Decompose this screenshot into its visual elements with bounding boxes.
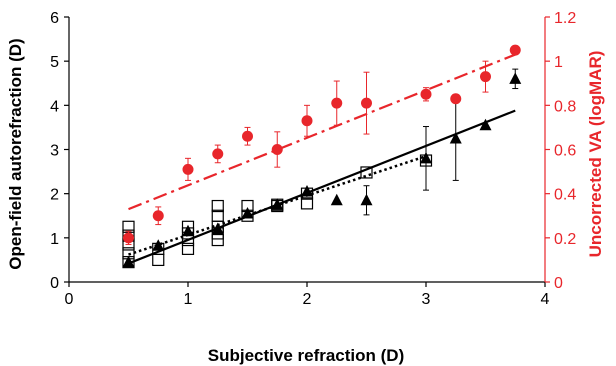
x-tick-label: 1 [184,291,193,308]
triangle-point [360,193,373,206]
circle-point [182,163,194,175]
circle-point [123,232,134,244]
circle-point [361,97,372,109]
x-axis-label: Subjective refraction (D) [208,346,405,365]
triangle-point [479,118,492,131]
square-point [211,199,224,213]
circle-point [152,210,164,222]
y2-tick-label: 1.2 [554,10,576,27]
x-tick-label: 3 [422,291,431,308]
trendline-dash-dot [128,53,516,211]
triangle-point [152,239,165,251]
x-tick-label: 0 [65,291,74,308]
triangle-point [420,151,432,164]
circle-point [509,44,521,56]
y2-tick-label: 0 [554,275,563,292]
y2-tick-label: 0.4 [554,187,576,204]
y2-tick-label: 0.6 [554,143,576,160]
triangle-point [301,184,313,197]
y-axis-label: Open-field autorefraction (D) [6,38,25,269]
y-tick-label: 2 [50,187,59,204]
square-point [211,209,224,222]
triangle-point [509,72,522,84]
x-tick-label: 4 [541,291,550,308]
square-point [360,166,373,179]
triangle-point [449,131,462,144]
circle-point [271,144,283,155]
y-tick-label: 4 [50,98,59,115]
square-point [152,253,165,267]
circle-point [301,115,313,127]
y2-axis-label: Uncorrected VA (logMAR) [586,51,605,258]
square-point [181,242,195,255]
y-tick-label: 3 [50,143,59,160]
y2-tick-label: 0.8 [554,98,576,115]
circle-point [450,93,462,105]
y2-tick-label: 0.2 [554,231,576,248]
triangle-point [182,224,194,237]
triangle-point [271,198,284,210]
triangle-point [122,255,135,268]
y-tick-label: 6 [50,10,59,27]
y-tick-label: 0 [50,275,59,292]
square-point [300,197,314,210]
circle-point [212,148,224,160]
triangle-point [241,207,254,219]
x-tick-label: 2 [303,291,312,308]
y-tick-label: 1 [50,231,59,248]
circle-point [480,71,491,83]
square-point [211,233,224,247]
triangle-point [330,193,343,206]
y-tick-label: 5 [50,54,59,71]
y2-tick-label: 1 [554,54,563,71]
data-marks [122,44,522,269]
circle-point [331,97,343,109]
circle-point [420,88,432,100]
triangle-point [211,222,224,234]
circle-point [242,130,253,142]
